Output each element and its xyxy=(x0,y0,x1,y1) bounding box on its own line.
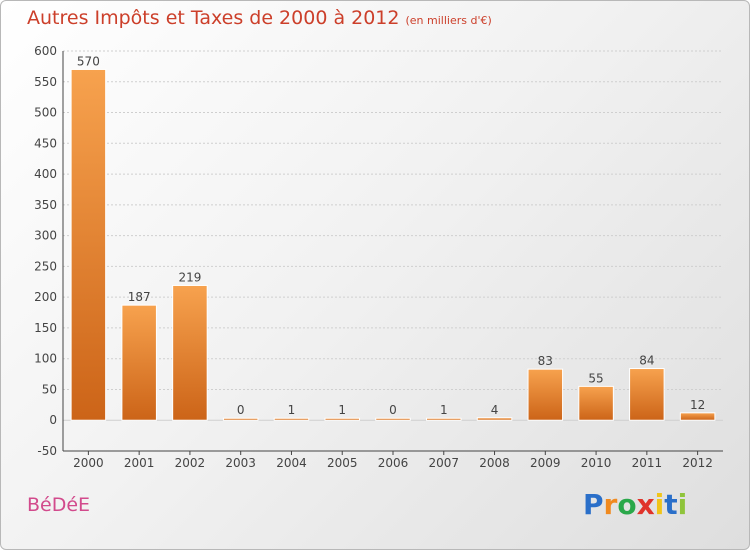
y-tick-label: 150 xyxy=(34,321,57,335)
y-tick-label: 500 xyxy=(34,106,57,120)
chart-subtitle: (en milliers d'€) xyxy=(405,14,492,27)
data-label-2005: 1 xyxy=(338,403,346,417)
bar-2007 xyxy=(426,417,462,421)
x-tick-label-2001: 2001 xyxy=(124,456,155,470)
bar-2001 xyxy=(121,304,157,421)
x-tick-label-2007: 2007 xyxy=(428,456,459,470)
data-label-2001: 187 xyxy=(128,290,151,304)
y-tick-label: 0 xyxy=(49,413,57,427)
y-tick-label: 250 xyxy=(34,259,57,273)
bar-2012 xyxy=(679,412,716,421)
bar-2005 xyxy=(324,417,360,421)
bar-2003 xyxy=(222,417,259,421)
y-tick-label: 550 xyxy=(34,75,57,89)
bar-2004 xyxy=(273,417,310,421)
data-label-2011: 84 xyxy=(639,354,654,368)
x-tick-label-2009: 2009 xyxy=(530,456,561,470)
bar-2006 xyxy=(375,417,411,421)
x-tick-label-2005: 2005 xyxy=(327,456,358,470)
data-label-2012: 12 xyxy=(690,398,705,412)
bar-2011 xyxy=(629,368,665,421)
data-label-2003: 0 xyxy=(237,403,245,417)
bar-2002 xyxy=(172,284,208,421)
y-tick-label: 100 xyxy=(34,352,57,366)
bar-2010 xyxy=(578,385,614,421)
logo-letter: t xyxy=(664,488,678,521)
logo-letter: o xyxy=(617,488,637,521)
y-tick-label: 50 xyxy=(42,382,57,396)
x-tick-label-2004: 2004 xyxy=(276,456,307,470)
y-tick-label: 200 xyxy=(34,290,57,304)
chart-title-text: Autres Impôts et Taxes de 2000 à 2012 xyxy=(27,7,400,29)
x-tick-label-2000: 2000 xyxy=(73,456,104,470)
data-label-2010: 55 xyxy=(588,371,603,385)
x-tick-label-2008: 2008 xyxy=(479,456,510,470)
logo-letter: P xyxy=(583,488,604,521)
logo-letter: i xyxy=(677,488,688,521)
data-label-2009: 83 xyxy=(538,354,553,368)
bar-2008 xyxy=(476,417,513,421)
x-tick-label-2011: 2011 xyxy=(632,456,663,470)
x-tick-label-2006: 2006 xyxy=(378,456,409,470)
data-label-2002: 219 xyxy=(178,270,201,284)
data-label-2000: 570 xyxy=(77,54,100,68)
data-label-2008: 4 xyxy=(491,403,499,417)
y-tick-label: 600 xyxy=(34,44,57,58)
x-tick-label-2012: 2012 xyxy=(682,456,713,470)
y-tick-label: 450 xyxy=(34,136,57,150)
y-tick-label: 350 xyxy=(34,198,57,212)
data-label-2007: 1 xyxy=(440,403,448,417)
bar-2000 xyxy=(70,68,107,421)
chart-title: Autres Impôts et Taxes de 2000 à 2012 (en… xyxy=(27,7,492,29)
logo-letter: r xyxy=(603,488,618,521)
logo-letter: i xyxy=(654,488,665,521)
logo-letter: x xyxy=(636,488,655,521)
town-name: BéDéE xyxy=(27,494,91,516)
bar-2009 xyxy=(527,368,564,421)
y-tick-label: 300 xyxy=(34,229,57,243)
y-tick-label: -50 xyxy=(37,444,57,458)
x-tick-label-2002: 2002 xyxy=(175,456,206,470)
y-tick-label: 400 xyxy=(34,167,57,181)
data-label-2006: 0 xyxy=(389,403,397,417)
x-tick-label-2003: 2003 xyxy=(225,456,256,470)
x-tick-label-2010: 2010 xyxy=(581,456,612,470)
proxiti-logo: Proxiti xyxy=(583,488,687,521)
data-label-2004: 1 xyxy=(288,403,296,417)
